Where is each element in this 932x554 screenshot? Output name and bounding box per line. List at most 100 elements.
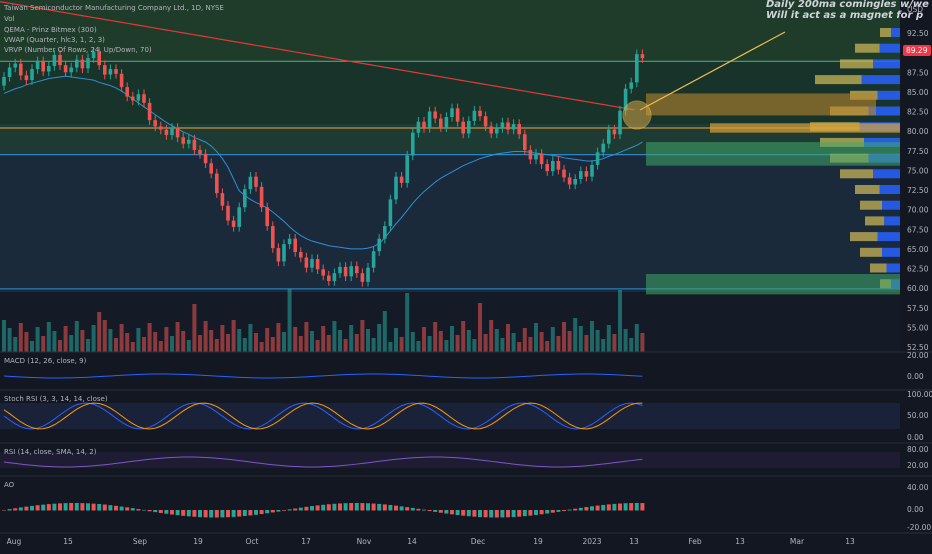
volume-bar-110 <box>618 290 622 352</box>
volume-bar-86 <box>483 334 488 352</box>
candle-body-35 <box>198 149 202 154</box>
ao-bar-88 <box>494 510 499 518</box>
volume-bar-30 <box>170 336 174 352</box>
ao-bar-94 <box>528 510 533 516</box>
vrvp-up-0 <box>880 28 891 37</box>
zone-orange <box>646 93 876 116</box>
volume-bar-94 <box>528 337 533 352</box>
ao-bar-10 <box>58 503 62 511</box>
candle-body-11 <box>63 65 68 73</box>
candle-body-91 <box>511 124 516 130</box>
volume-bar-74 <box>416 341 421 352</box>
volume-bar-54 <box>304 322 309 352</box>
time-label-3: 19 <box>193 537 203 546</box>
sub-tick-0-0: 20.00 <box>907 351 929 360</box>
annotation-line-2: Will it act as a magnet for p <box>766 10 923 21</box>
candle-body-26 <box>147 102 152 121</box>
volume-bar-100 <box>562 322 566 352</box>
ao-bar-31 <box>175 510 180 516</box>
ao-bar-67 <box>377 503 382 511</box>
volume-bar-60 <box>338 330 342 352</box>
ao-bar-56 <box>315 505 320 511</box>
candle-body-8 <box>47 65 51 72</box>
volume-bar-99 <box>556 336 561 352</box>
candle-body-112 <box>629 82 633 89</box>
candle-body-47 <box>265 207 269 227</box>
candle-body-102 <box>573 179 577 185</box>
ao-bar-85 <box>478 510 482 518</box>
volume-bar-10 <box>58 340 62 352</box>
volume-bar-105 <box>590 321 594 352</box>
candle-body-42 <box>237 207 241 227</box>
vrvp-down-14 <box>882 247 900 257</box>
candle-body-15 <box>86 58 90 69</box>
price-tick-15: 52.50 <box>907 343 929 352</box>
volume-bar-111 <box>623 329 628 352</box>
candle-body-75 <box>422 121 426 128</box>
time-label-9: 19 <box>533 537 543 546</box>
volume-bar-63 <box>354 334 359 352</box>
price-tick-14: 55.00 <box>907 323 929 332</box>
volume-bar-9 <box>52 331 57 352</box>
stoch-k-line <box>3 402 643 430</box>
candle-body-68 <box>383 226 387 239</box>
zone-orange-thin <box>710 123 900 133</box>
candle-body-7 <box>41 61 45 72</box>
volume-bar-32 <box>181 331 186 352</box>
volume-bar-4 <box>24 332 29 352</box>
candle-body-77 <box>433 111 437 119</box>
candle-body-31 <box>175 127 180 138</box>
volume-bar-38 <box>214 339 219 352</box>
ao-bar-6 <box>35 505 40 511</box>
price-tick-6: 75.00 <box>907 166 929 175</box>
time-label-1: 15 <box>63 537 73 546</box>
volume-bar-19 <box>108 329 113 352</box>
candle-body-43 <box>243 189 247 208</box>
volume-bar-27 <box>153 332 158 352</box>
candle-body-108 <box>607 129 611 144</box>
price-tick-4: 80.00 <box>907 127 929 136</box>
ao-bar-36 <box>203 510 208 518</box>
candle-body-69 <box>388 199 393 227</box>
volume-bar-13 <box>74 321 79 352</box>
candle-body-54 <box>304 257 309 268</box>
volume-bar-67 <box>377 324 382 352</box>
candle-body-105 <box>590 164 594 177</box>
volume-bar-18 <box>102 320 107 352</box>
ao-bar-104 <box>584 507 589 511</box>
volume-bar-98 <box>550 327 555 352</box>
volume-bar-90 <box>506 324 510 352</box>
ao-bar-70 <box>394 505 398 511</box>
volume-bar-12 <box>69 335 74 352</box>
candle-body-5 <box>30 69 34 81</box>
volume-bar-81 <box>455 335 460 352</box>
ao-bar-44 <box>248 510 253 516</box>
volume-bar-25 <box>142 337 146 352</box>
time-axis: Aug 15 Sep 19 Oct 17 Nov 14 Dec 19 2023 13 Feb 13 Mar 1… <box>7 537 855 546</box>
candle-body-24 <box>136 94 141 101</box>
ao-bar-37 <box>209 510 214 518</box>
ao-bar-52 <box>293 508 298 511</box>
ao-bar-100 <box>562 510 566 511</box>
candle-body-49 <box>276 248 281 262</box>
volume-bar-42 <box>237 329 242 352</box>
candle-body-103 <box>579 171 583 180</box>
vrvp-down-4 <box>877 90 900 100</box>
ao-bar-32 <box>181 510 186 516</box>
volume-bar-20 <box>114 338 118 352</box>
ao-bar-51 <box>287 509 292 511</box>
candle-body-36 <box>203 153 208 164</box>
vrvp-down-9 <box>873 169 900 179</box>
ao-bar-1 <box>7 509 12 511</box>
ao-bar-35 <box>198 510 202 518</box>
candle-body-73 <box>411 132 415 156</box>
legend-vwap: VWAP (Quarter, hlc3, 1, 2, 3) <box>4 36 105 44</box>
candle-body-93 <box>523 134 527 150</box>
ao-bar-68 <box>382 504 387 511</box>
currency-label: USD <box>907 5 923 14</box>
candle-body-64 <box>360 273 365 282</box>
ao-bar-15 <box>86 503 90 511</box>
time-label-8: Dec <box>471 537 486 546</box>
volume-bar-57 <box>321 326 326 352</box>
